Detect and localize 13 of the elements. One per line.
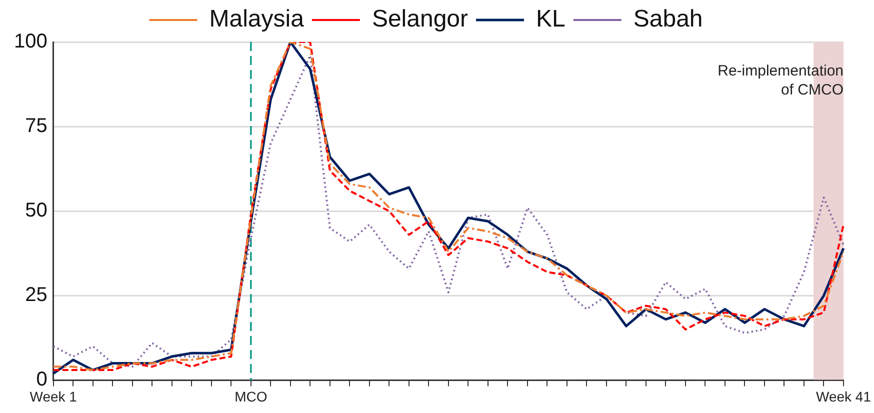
- legend-label: KL: [536, 6, 566, 33]
- y-tick-label: 100: [14, 30, 48, 53]
- annotation: Re-implementation of CMCO: [718, 62, 844, 99]
- legend-label: Malaysia: [209, 6, 305, 33]
- legend-label: Sabah: [633, 6, 703, 33]
- y-tick-label: 25: [25, 284, 48, 306]
- x-tick-label: MCO: [234, 388, 268, 404]
- y-tick-label: 0: [36, 368, 48, 391]
- x-tick-label: Week 41: [816, 388, 872, 404]
- x-tick-label: Week 1: [30, 388, 78, 404]
- y-tick-label: 50: [25, 200, 48, 222]
- y-tick-label: 75: [25, 115, 48, 138]
- legend-label: Selangor: [372, 6, 468, 33]
